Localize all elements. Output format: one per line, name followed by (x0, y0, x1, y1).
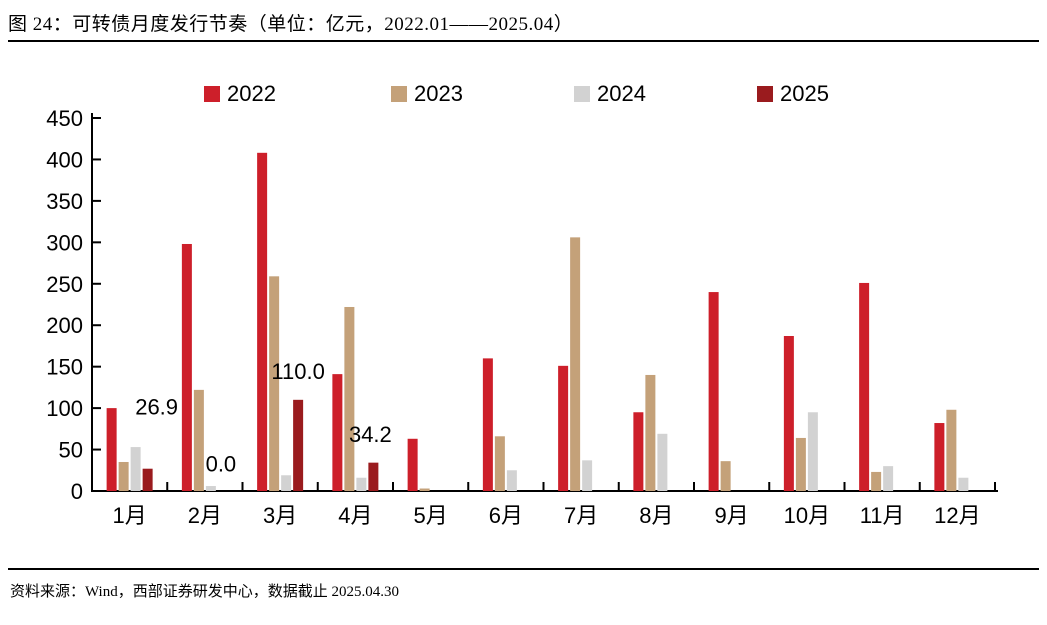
svg-text:250: 250 (46, 272, 83, 297)
legend-label: 2025 (780, 81, 829, 106)
svg-text:200: 200 (46, 313, 83, 338)
svg-text:100: 100 (46, 396, 83, 421)
legend-swatch (757, 86, 773, 102)
svg-text:6月: 6月 (489, 503, 523, 528)
legend-label: 2024 (597, 81, 646, 106)
svg-text:450: 450 (46, 106, 83, 131)
svg-text:0.0: 0.0 (206, 452, 237, 477)
svg-text:5月: 5月 (414, 503, 448, 528)
legend-label: 2022 (227, 81, 276, 106)
svg-text:300: 300 (46, 230, 83, 255)
svg-text:110.0: 110.0 (271, 359, 324, 384)
svg-text:12月: 12月 (934, 503, 980, 528)
svg-text:400: 400 (46, 147, 83, 172)
legend-swatch (391, 86, 407, 102)
figure-title: 图 24：可转债月度发行节奏（单位：亿元，2022.01——2025.04） (8, 14, 574, 35)
svg-text:11月: 11月 (860, 503, 905, 528)
svg-text:3月: 3月 (263, 503, 297, 528)
legend-item-2022: 2022 (204, 83, 276, 105)
source-divider (8, 568, 1039, 570)
legend-item-2024: 2024 (574, 83, 646, 105)
svg-text:2月: 2月 (188, 503, 222, 528)
chart-legend: 2022 2023 2024 2025 (0, 83, 1047, 105)
svg-text:50: 50 (59, 438, 83, 463)
legend-swatch (574, 86, 590, 102)
svg-text:0: 0 (71, 479, 83, 504)
legend-label: 2023 (414, 81, 463, 106)
svg-text:1月: 1月 (113, 503, 147, 528)
svg-text:4月: 4月 (338, 503, 372, 528)
legend-swatch (204, 86, 220, 102)
svg-text:150: 150 (46, 355, 83, 380)
title-divider (8, 40, 1039, 42)
bar-chart: 0 50 100 150 200 250 300 350 400 450 1月 2月 3月 4月 5月 6月 7… (46, 106, 998, 528)
legend-item-2025: 2025 (757, 83, 829, 105)
svg-text:26.9: 26.9 (135, 394, 178, 419)
svg-text:7月: 7月 (564, 503, 598, 528)
svg-text:34.2: 34.2 (349, 422, 392, 447)
svg-text:350: 350 (46, 189, 83, 214)
legend-item-2023: 2023 (391, 83, 463, 105)
svg-text:10月: 10月 (784, 503, 830, 528)
svg-text:8月: 8月 (639, 503, 673, 528)
source-note: 资料来源：Wind，西部证券研发中心，数据截止 2025.04.30 (10, 584, 399, 600)
svg-text:9月: 9月 (715, 503, 749, 528)
